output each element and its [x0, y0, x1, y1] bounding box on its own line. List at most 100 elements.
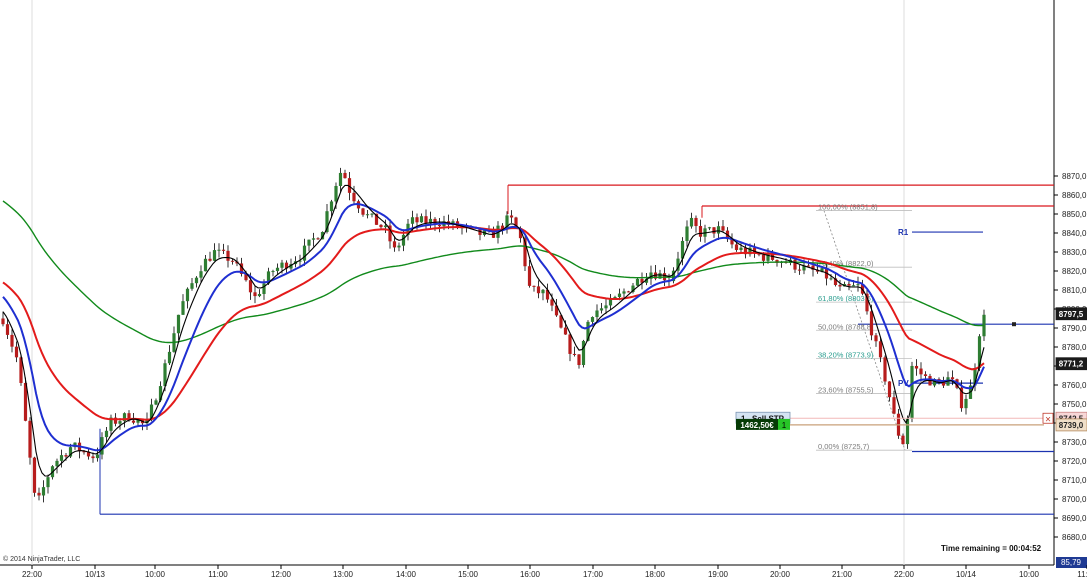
candle-body	[806, 265, 811, 267]
candle-body	[964, 398, 968, 409]
candle-body	[104, 430, 109, 438]
candle-body	[941, 382, 946, 386]
candle-body	[559, 315, 563, 328]
candle-body	[275, 267, 280, 272]
candle-body	[590, 317, 595, 322]
candle-body	[208, 258, 212, 261]
candle-body	[154, 400, 158, 405]
candle-body	[370, 213, 374, 215]
candle-body	[572, 353, 577, 355]
time-tick-label: 20:00	[770, 570, 791, 579]
candle-body	[352, 192, 356, 202]
candle-body	[829, 278, 833, 280]
candle-body	[100, 437, 104, 455]
candle-body	[851, 285, 856, 287]
candle-body	[581, 340, 586, 366]
candle-body	[617, 293, 622, 297]
candle-body	[190, 283, 194, 289]
candle-body	[95, 454, 100, 459]
candle-body	[415, 217, 419, 223]
price-tick-label: 8840,0	[1062, 229, 1087, 238]
price-axis[interactable]: 8870,0 8860,0 8850,0 8840,0 8830,0 8820,0 8810…	[1054, 172, 1087, 568]
candle-body	[676, 258, 680, 271]
candle-body	[149, 404, 154, 420]
price-badge-label: 8797,5	[1059, 310, 1084, 319]
bottom-badge-label: 85,79	[1061, 558, 1082, 567]
time-tick-label: 10:00	[1019, 570, 1040, 579]
candle-body	[865, 293, 869, 312]
price-badge-label: 8771,2	[1059, 360, 1084, 369]
price-tick-label: 8810,0	[1062, 286, 1087, 295]
candle-body	[689, 217, 694, 227]
candle-body	[122, 413, 127, 422]
candle-body	[604, 305, 608, 309]
candle-body	[199, 271, 203, 278]
close-order-button[interactable]	[1042, 412, 1054, 424]
candle-body	[212, 250, 217, 261]
candle-body	[959, 387, 964, 409]
candle-body	[730, 239, 734, 245]
candle-body	[874, 335, 878, 342]
price-badge	[1055, 307, 1087, 321]
candle-body	[424, 216, 428, 224]
candle-body	[14, 346, 19, 358]
candle-body	[136, 419, 140, 423]
fib-level-label: 23,60% (8755,5)	[818, 386, 874, 395]
candle-body	[307, 239, 311, 246]
time-tick-label: 11:00	[208, 570, 228, 579]
fib-level-label: 61,80% (8803,6)	[818, 294, 874, 303]
candle-body	[1, 318, 5, 325]
price-tick-label: 8760,0	[1062, 381, 1087, 390]
candle-body	[811, 265, 815, 270]
candle-body	[878, 341, 883, 358]
price-tick-label: 8870,0	[1062, 172, 1087, 181]
candle-body	[401, 234, 406, 246]
slow-moving-average	[2, 226, 985, 421]
candle-body	[532, 285, 536, 287]
time-tick-label: 12:00	[271, 570, 292, 579]
candle-body	[923, 374, 928, 376]
candle-body	[712, 227, 716, 234]
candle-body	[428, 218, 433, 224]
fibonacci-retracement[interactable]: 100,00% (8851,8) 76,40% (8822,0) 61,80% (8…	[816, 203, 912, 452]
time-tick-label: 22:00	[22, 570, 43, 579]
candle-body	[707, 227, 712, 229]
fib-level-label: 50,00% (8788,8)	[818, 322, 874, 331]
candle-body	[869, 311, 874, 336]
candle-body	[631, 285, 635, 292]
candle-body	[185, 288, 190, 302]
candle-body	[298, 260, 302, 262]
candle-body	[311, 238, 316, 240]
candle-body	[365, 214, 370, 216]
price-levels: R1 PV	[99, 184, 1054, 515]
candle-body	[194, 277, 199, 284]
candle-body	[734, 244, 739, 250]
candle-body	[649, 272, 653, 279]
candle-body	[568, 334, 572, 354]
candle-body	[554, 305, 559, 316]
price-badge	[1055, 357, 1087, 371]
candle-body	[271, 271, 275, 273]
candle-body	[329, 201, 334, 212]
time-tick-label: 18:00	[645, 570, 666, 579]
candle-body	[905, 418, 910, 445]
candle-body	[914, 365, 919, 369]
candle-body	[545, 289, 550, 300]
candle-body	[23, 382, 28, 421]
candle-body	[658, 273, 662, 279]
price-tick-label: 8680,0	[1062, 533, 1087, 542]
candle-body	[325, 211, 329, 232]
candle-body	[622, 291, 626, 294]
candle-body	[343, 172, 347, 179]
candle-body	[176, 314, 181, 334]
price-badge-label: 8739,0	[1059, 421, 1084, 430]
time-tick-label: 19:00	[708, 570, 729, 579]
candle-body	[541, 289, 545, 294]
candle-body	[221, 249, 226, 251]
candle-body	[203, 258, 208, 272]
time-tick-label: 14:00	[396, 570, 417, 579]
candle-body	[743, 247, 748, 255]
time-axis[interactable]: 22:00 10/13 10:00 11:00 12:00 13:00 14:00 15:00…	[22, 565, 1087, 579]
